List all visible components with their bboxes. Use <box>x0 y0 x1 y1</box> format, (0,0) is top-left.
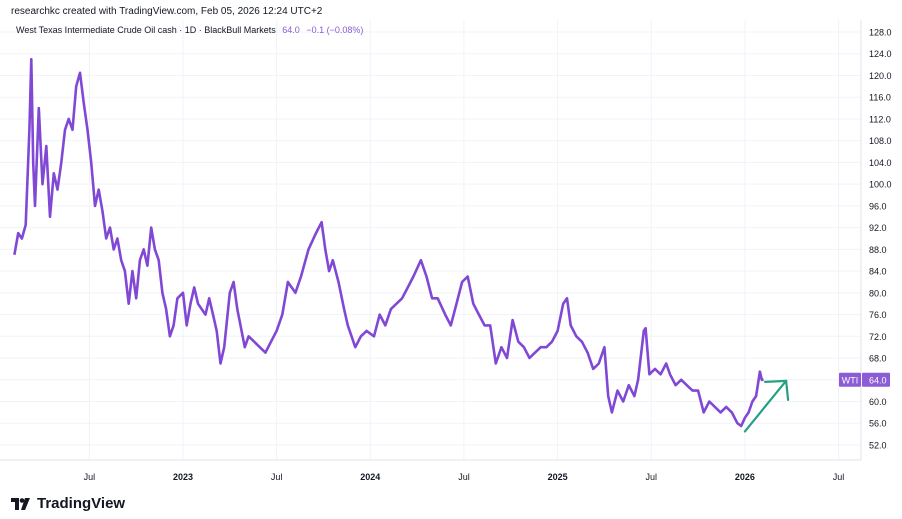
y-tick-label: 120.0 <box>869 71 892 81</box>
x-tick-label: Jul <box>645 472 657 482</box>
y-tick-label: 72.0 <box>869 332 887 342</box>
y-tick-label: 116.0 <box>869 93 891 103</box>
y-tick-label: 108.0 <box>869 136 892 146</box>
price-tag: 64.0 <box>869 375 887 385</box>
y-tick-label: 96.0 <box>869 201 887 211</box>
trend-arrow <box>743 379 788 433</box>
x-tick-label: Jul <box>458 472 470 482</box>
wti-price-line <box>13 57 764 428</box>
x-tick-label: 2024 <box>360 472 380 482</box>
tradingview-logo-icon <box>11 497 30 510</box>
y-tick-label: 112.0 <box>869 114 891 124</box>
tradingview-logo[interactable]: TradingView <box>11 495 125 512</box>
y-tick-label: 80.0 <box>869 288 887 298</box>
symbol-tag: WTI <box>842 375 859 385</box>
y-tick-label: 104.0 <box>869 158 892 168</box>
y-tick-label: 92.0 <box>869 223 887 233</box>
price-change: −0.1 (−0.08%) <box>306 25 364 35</box>
x-tick-label: 2023 <box>173 472 193 482</box>
price-tag-bg <box>862 372 890 387</box>
y-tick-label: 124.0 <box>869 49 892 59</box>
y-tick-label: 128.0 <box>869 28 892 38</box>
symbol-description: West Texas Intermediate Crude Oil cash ·… <box>16 25 276 35</box>
x-tick-label: Jul <box>833 472 845 482</box>
last-price: 64.0 <box>282 25 300 35</box>
brand-name: TradingView <box>37 495 126 512</box>
symbol-tag-bg <box>839 372 861 387</box>
y-tick-label: 84.0 <box>869 267 887 277</box>
x-tick-label: 2026 <box>735 472 755 482</box>
chart-legend: West Texas Intermediate Crude Oil cash ·… <box>16 25 363 35</box>
credit-text: researchkc created with TradingView.com,… <box>11 6 323 17</box>
x-tick-label: Jul <box>271 472 283 482</box>
x-tick-label: 2025 <box>548 472 568 482</box>
x-tick-label: Jul <box>84 472 96 482</box>
y-tick-label: 88.0 <box>869 245 887 255</box>
y-tick-label: 68.0 <box>869 354 887 364</box>
y-tick-label: 52.0 <box>869 440 887 450</box>
y-tick-label: 100.0 <box>869 180 892 190</box>
y-tick-label: 56.0 <box>869 419 887 429</box>
y-tick-label: 76.0 <box>869 310 887 320</box>
y-tick-label: 60.0 <box>869 397 887 407</box>
trend-arrow-head <box>764 379 790 401</box>
